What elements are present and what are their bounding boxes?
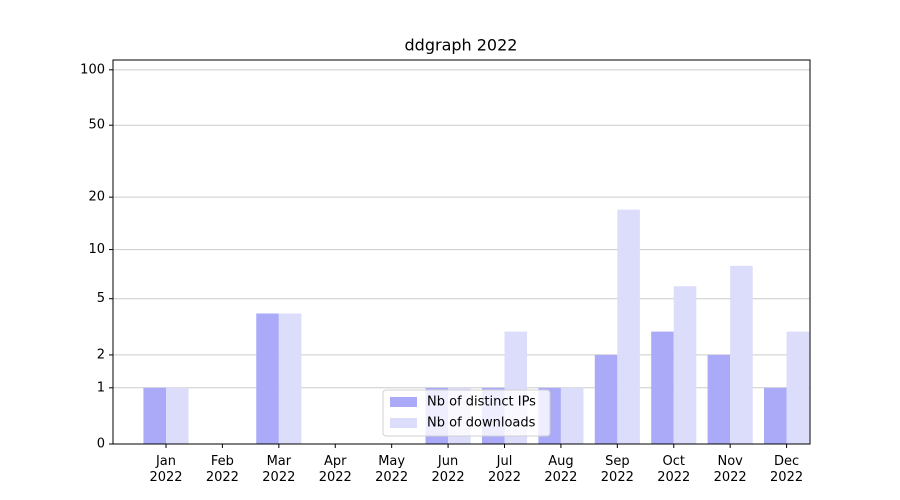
y-tick-label: 10 (88, 242, 105, 257)
chart-title: ddgraph 2022 (405, 36, 518, 55)
x-tick-label: Jul 2022 (488, 454, 521, 485)
y-tick-label: 5 (97, 291, 105, 306)
y-tick-label: 20 (88, 190, 105, 205)
x-tick-label: Aug 2022 (544, 454, 577, 485)
legend: Nb of distinct IPs Nb of downloads (382, 389, 551, 437)
y-tick-label: 2 (97, 347, 105, 362)
bar (256, 313, 279, 444)
x-tick-label: Jan 2022 (149, 454, 182, 485)
legend-swatch (390, 418, 417, 428)
x-tick-label: Apr 2022 (319, 454, 352, 485)
bar (166, 387, 189, 444)
x-tick-label: Jun 2022 (432, 454, 465, 485)
bar (673, 286, 697, 444)
x-tick-label: Dec 2022 (770, 454, 803, 485)
plot-frame (112, 59, 811, 445)
legend-box (382, 389, 551, 437)
bar (560, 387, 584, 444)
y-tick-label: 50 (88, 118, 105, 133)
legend-swatch (390, 397, 417, 407)
bar (143, 387, 166, 444)
x-tick-label: Mar 2022 (262, 454, 295, 485)
legend-label: Nb of downloads (427, 416, 536, 431)
x-tick-label: May 2022 (375, 454, 408, 485)
bar (594, 354, 618, 444)
y-tick-label: 1 (97, 380, 105, 395)
bar (278, 313, 302, 444)
x-tick-label: Sep 2022 (601, 454, 634, 485)
x-tick-label: Oct 2022 (657, 454, 690, 485)
y-tick-label: 0 (97, 437, 105, 452)
bar (764, 387, 787, 444)
bar (617, 209, 640, 444)
bar (651, 331, 674, 444)
bar (786, 331, 810, 444)
y-tick-label: 100 (80, 62, 105, 77)
x-tick-label: Nov 2022 (714, 454, 747, 485)
x-tick-label: Feb 2022 (206, 454, 239, 485)
bar (730, 265, 753, 444)
bar (707, 354, 731, 444)
legend-label: Nb of distinct IPs (427, 395, 536, 410)
